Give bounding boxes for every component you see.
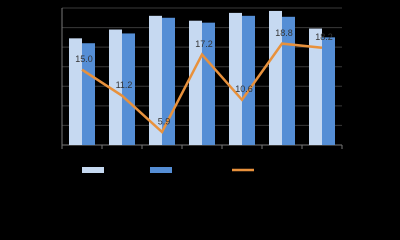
data-label: 11.2 bbox=[116, 80, 133, 90]
data-label: 17.2 bbox=[195, 39, 213, 49]
bar bbox=[322, 37, 335, 145]
bar bbox=[109, 29, 122, 145]
bar bbox=[229, 12, 242, 146]
bar bbox=[189, 20, 202, 145]
line bbox=[81, 42, 323, 135]
bar bbox=[82, 43, 95, 145]
bar bbox=[122, 33, 135, 145]
data-label: 18.8 bbox=[275, 28, 293, 38]
data-label: 15.0 bbox=[75, 54, 93, 64]
bar bbox=[242, 15, 255, 146]
bar bbox=[149, 15, 162, 146]
data-label: 18.2 bbox=[315, 32, 333, 42]
bar bbox=[69, 38, 82, 146]
bar bbox=[282, 16, 295, 145]
bar bbox=[309, 28, 322, 145]
data-label: 10.6 bbox=[235, 84, 253, 94]
chart: 15.0 11.2 5.9 17.2 10.6 18.8 18.2 bbox=[61, 7, 343, 173]
legend-swatch bbox=[82, 167, 104, 173]
data-label: 5.9 bbox=[158, 116, 171, 126]
bar bbox=[269, 10, 282, 145]
bar bbox=[202, 22, 215, 145]
legend-swatch bbox=[150, 167, 172, 173]
